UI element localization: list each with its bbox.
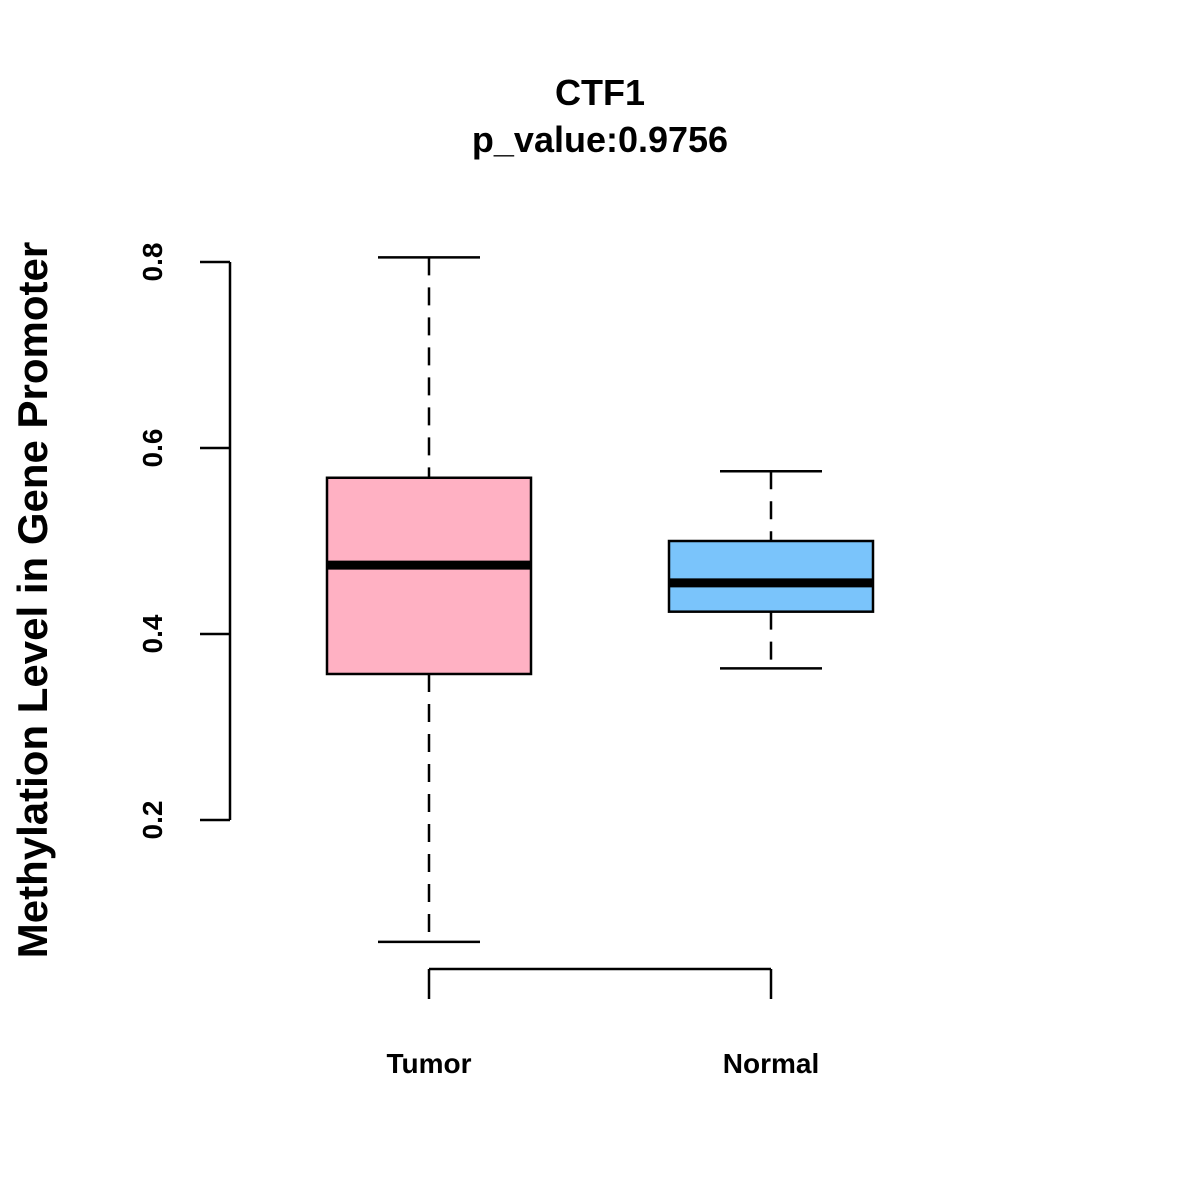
box-series (325, 256, 875, 944)
box-normal (667, 470, 875, 670)
y-tick-label: 0.2 (137, 801, 168, 840)
y-tick-label: 0.4 (137, 614, 168, 653)
box-tumor (325, 256, 533, 944)
y-tick-label: 0.8 (137, 243, 168, 282)
y-tick-label: 0.6 (137, 429, 168, 468)
x-axis: Tumor Normal (386, 967, 819, 1079)
x-tick-label: Tumor (386, 1048, 471, 1079)
y-axis-label: Methylation Level in Gene Promoter (9, 242, 56, 958)
y-axis: 0.2 0.4 0.6 0.8 (137, 243, 232, 840)
x-tick-label: Normal (723, 1048, 819, 1079)
chart-title: CTF1 (555, 72, 645, 113)
chart-subtitle: p_value:0.9756 (472, 119, 728, 160)
iqr-box (667, 539, 875, 613)
iqr-box (325, 476, 533, 676)
